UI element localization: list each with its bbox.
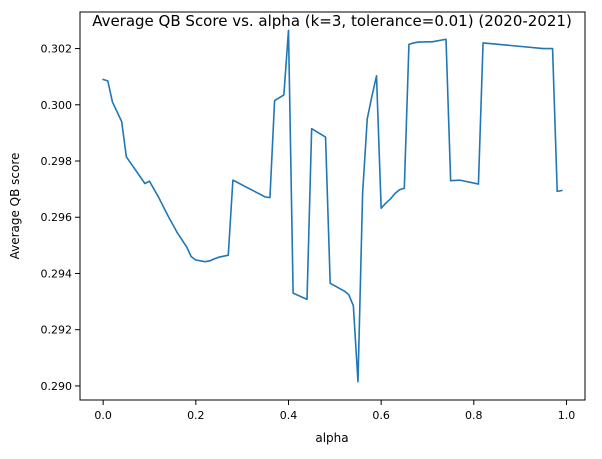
y-axis-ticks: 0.290 0.292 0.294 0.296 0.298 0.300 0.302 [41, 43, 80, 393]
series-group [102, 29, 563, 383]
x-tick-label: 0.2 [187, 409, 205, 422]
x-tick-label: 0.4 [280, 409, 298, 422]
plot-area: 0.0 0.2 0.4 0.6 0.8 1.0 0.2900.2920.2940.2960… [41, 11, 586, 422]
y-tick-label: 0.302 [41, 43, 73, 56]
y-tick-label: 0.294 [41, 267, 73, 280]
x-tick-label: 0.0 [94, 409, 112, 422]
y-tick-label: 0.296 [41, 211, 73, 224]
series-line-0 [102, 29, 563, 383]
y-tick-label: 0.300 [41, 99, 73, 112]
x-tick-label: 1.0 [558, 409, 576, 422]
plot-frame [79, 11, 586, 401]
y-tick-label: 0.290 [41, 380, 73, 393]
y-tick-label: 0.298 [41, 155, 73, 168]
y-axis-label: Average QB score [8, 153, 22, 260]
x-axis-ticks: 0.0 0.2 0.4 0.6 0.8 1.0 [94, 400, 575, 422]
x-axis-label: alpha [315, 431, 348, 445]
x-tick-label: 0.6 [372, 409, 390, 422]
x-tick-label: 0.8 [465, 409, 483, 422]
y-tick-label: 0.292 [41, 324, 73, 337]
chart-title: Average QB Score vs. alpha (k=3, toleran… [92, 12, 572, 30]
